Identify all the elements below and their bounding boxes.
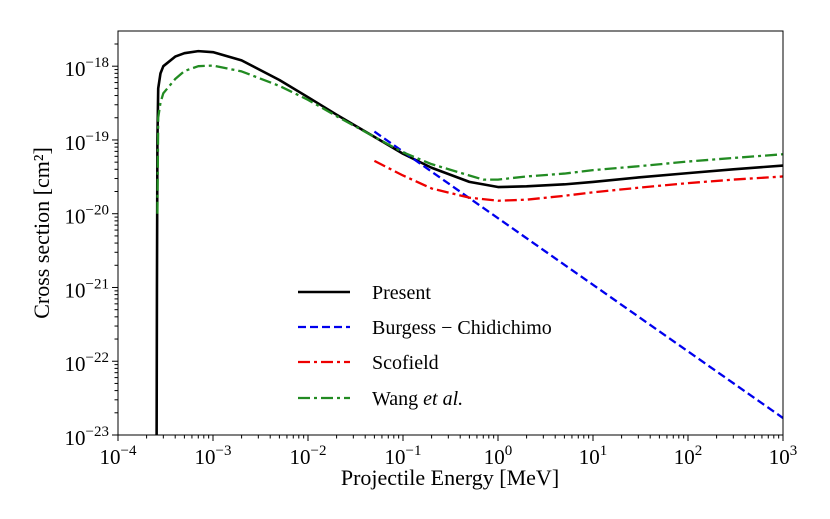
legend-label: Wang et al. <box>372 388 463 410</box>
y-tick-label: 10−20 <box>65 203 109 229</box>
x-tick-label: 101 <box>579 443 608 469</box>
series-line-scofield <box>373 159 783 202</box>
legend-label: Present <box>372 282 431 304</box>
x-axis-label: Projectile Energy [MeV] <box>341 465 559 490</box>
x-axis-ticks: 10−4 10−3 10−2 10−1 100 101 102 103 <box>100 435 798 469</box>
legend-entry-wang-et-al: Wang et al. <box>298 388 463 410</box>
x-tick-label: 10−4 <box>100 443 137 469</box>
legend-label: Burgess − Chidichimo <box>372 317 552 339</box>
legend-entry-present: Present <box>298 282 431 304</box>
series-line-wang-et-al <box>156 64 783 214</box>
y-axis-ticks: 10−23 10−22 10−21 10−20 10−19 10−18 <box>65 43 118 450</box>
x-tick-label: 10−3 <box>195 443 232 469</box>
y-axis-label: Cross section [cm²] <box>29 147 54 319</box>
series-line-present <box>155 49 783 435</box>
x-tick-label: 102 <box>674 443 703 469</box>
series-line-burgess-chidichimo <box>373 130 783 419</box>
y-tick-label: 10−21 <box>65 276 109 302</box>
x-tick-label: 10−2 <box>290 443 327 469</box>
legend-label: Scofield <box>372 352 439 374</box>
y-tick-label: 10−18 <box>65 55 109 81</box>
legend-entry-scofield: Scofield <box>298 352 439 374</box>
y-tick-label: 10−22 <box>65 350 109 376</box>
series-curves <box>155 49 783 435</box>
legend: Present Burgess − Chidichimo Scofield Wang … <box>298 282 552 410</box>
legend-entry-burgess-chidichimo: Burgess − Chidichimo <box>298 317 552 339</box>
x-tick-label: 100 <box>484 443 513 469</box>
y-tick-label: 10−23 <box>65 424 109 450</box>
x-tick-label: 10−1 <box>385 443 422 469</box>
x-tick-label: 103 <box>769 443 798 469</box>
y-tick-label: 10−19 <box>65 129 109 155</box>
plot-frame <box>117 30 784 436</box>
